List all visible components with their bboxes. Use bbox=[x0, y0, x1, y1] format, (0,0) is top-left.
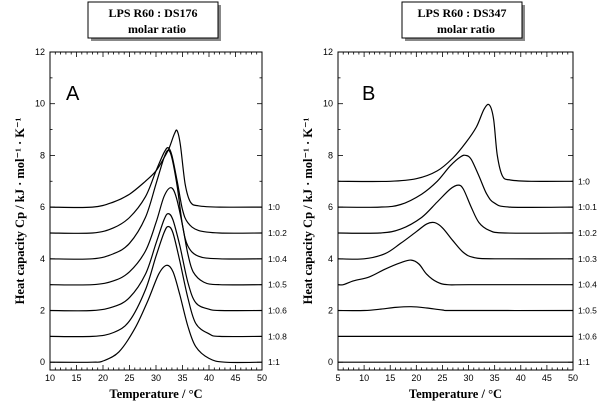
x-tick-label: 35 bbox=[177, 373, 187, 383]
x-tick-label: 15 bbox=[385, 373, 395, 383]
y-tick-label: 4 bbox=[328, 254, 333, 264]
chart-subtitle: molar ratio bbox=[128, 22, 186, 36]
series-line-1-0p6 bbox=[49, 212, 263, 312]
y-tick-label: 10 bbox=[323, 99, 333, 109]
y-tick-label: 4 bbox=[40, 254, 45, 264]
series-ratio-label: 1:0 bbox=[578, 176, 590, 186]
x-tick-label: 40 bbox=[516, 373, 526, 383]
series-line-1-0p2 bbox=[49, 147, 263, 234]
series-ratio-label: 1:0.2 bbox=[268, 228, 287, 238]
x-axis-label: Temperature / °C bbox=[109, 387, 202, 401]
y-tick-label: 0 bbox=[328, 357, 333, 367]
series-ratio-label: 1:0.1 bbox=[578, 202, 597, 212]
x-tick-label: 30 bbox=[464, 373, 474, 383]
y-tick-label: 6 bbox=[328, 202, 333, 212]
panel-a: 10 15 20 25 30 35 40 45 50 0 2 4 6 8 10 12 1:0 1:0.2 1:0.4… bbox=[13, 1, 287, 401]
y-tick-label: 12 bbox=[323, 47, 333, 57]
x-tick-label: 50 bbox=[257, 373, 267, 383]
x-tick-label: 45 bbox=[542, 373, 552, 383]
series-line-1-0p3 bbox=[337, 221, 574, 260]
x-tick-label: 35 bbox=[490, 373, 500, 383]
series-line-1-0p4 bbox=[337, 259, 573, 286]
series-line-1-0p5 bbox=[49, 187, 263, 286]
y-tick-label: 8 bbox=[40, 150, 45, 160]
panel-letter: A bbox=[66, 83, 80, 105]
y-axis-label: Heat capacity Cp / kJ · mol⁻¹ · K⁻¹ bbox=[301, 117, 315, 304]
series-ratio-label: 1:1 bbox=[268, 357, 280, 367]
x-tick-label: 25 bbox=[124, 373, 134, 383]
panel-b: 5 10 15 20 25 30 35 40 45 50 0 2 4 6 8 10 12 1:0 1:0.1 1:0.… bbox=[301, 1, 597, 401]
series-line-1-0 bbox=[49, 129, 263, 209]
y-tick-label: 0 bbox=[40, 357, 45, 367]
series-line-1-0p4 bbox=[49, 149, 263, 260]
series-ratio-label: 1:0.3 bbox=[578, 254, 597, 264]
chart-title: LPS R60 : DS176 bbox=[108, 6, 197, 20]
series-ratio-label: 1:0.6 bbox=[578, 331, 597, 341]
x-tick-label: 15 bbox=[71, 373, 81, 383]
x-tick-label: 5 bbox=[335, 373, 340, 383]
title-box bbox=[401, 1, 523, 39]
series-line-1-0 bbox=[337, 103, 574, 183]
series-ratio-label: 1:0.5 bbox=[268, 280, 287, 290]
series-line-1-0p5 bbox=[337, 306, 574, 312]
plot-frame bbox=[337, 51, 574, 371]
x-tick-label: 40 bbox=[204, 373, 214, 383]
series-ratio-label: 1:0.4 bbox=[268, 254, 287, 264]
x-axis-label: Temperature / °C bbox=[409, 387, 502, 401]
series-line-1-0p2 bbox=[337, 184, 574, 234]
title-box bbox=[87, 1, 219, 39]
y-tick-label: 8 bbox=[328, 150, 333, 160]
panel-letter: B bbox=[362, 83, 375, 105]
series-ratio-label: 1:1 bbox=[578, 357, 590, 367]
x-tick-label: 10 bbox=[45, 373, 55, 383]
x-tick-label: 10 bbox=[359, 373, 369, 383]
y-tick-label: 2 bbox=[328, 306, 333, 316]
chart-title: LPS R60 : DS347 bbox=[417, 6, 506, 20]
x-tick-label: 20 bbox=[411, 373, 421, 383]
series-ratio-label: 1:0 bbox=[268, 202, 280, 212]
series-line-1-1 bbox=[49, 264, 263, 364]
x-tick-label: 25 bbox=[437, 373, 447, 383]
x-tick-label: 45 bbox=[230, 373, 240, 383]
chart-subtitle: molar ratio bbox=[437, 22, 495, 36]
series-line-1-0p8 bbox=[49, 225, 263, 338]
x-tick-label: 30 bbox=[151, 373, 161, 383]
y-tick-label: 2 bbox=[40, 306, 45, 316]
series-ratio-label: 1:0.5 bbox=[578, 306, 597, 316]
plot-frame bbox=[49, 51, 263, 371]
x-tick-label: 20 bbox=[98, 373, 108, 383]
y-tick-label: 6 bbox=[40, 202, 45, 212]
series-line-1-0p1 bbox=[337, 154, 574, 209]
series-ratio-label: 1:0.2 bbox=[578, 228, 597, 238]
x-tick-label: 50 bbox=[568, 373, 578, 383]
series-ratio-label: 1:0.6 bbox=[268, 306, 287, 316]
series-ratio-label: 1:0.8 bbox=[268, 331, 287, 341]
y-tick-label: 10 bbox=[35, 99, 45, 109]
y-axis-label: Heat capacity Cp / kJ · mol⁻¹ · K⁻¹ bbox=[13, 117, 27, 304]
y-tick-label: 12 bbox=[35, 47, 45, 57]
series-ratio-label: 1:0.4 bbox=[578, 280, 597, 290]
